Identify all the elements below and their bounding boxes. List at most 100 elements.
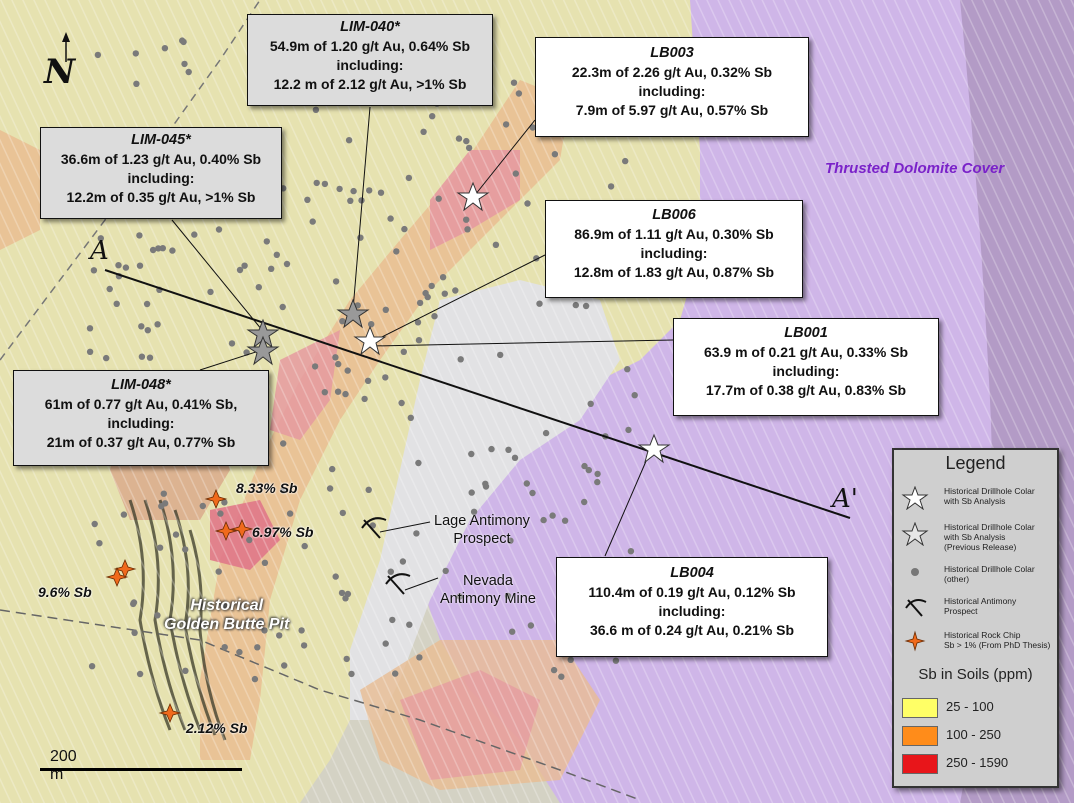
rock-chip-6-97-b <box>230 518 254 540</box>
drillhole-dot <box>587 400 594 407</box>
leader-lines <box>171 106 674 591</box>
drillhole-dot <box>122 264 130 271</box>
drillhole-dot <box>155 245 162 252</box>
drillhole-dot <box>497 351 504 359</box>
drillhole-dot <box>149 246 157 254</box>
drillhole-dot <box>368 321 375 328</box>
lage-prospect-line1: Lage Antimony <box>434 513 530 529</box>
drillhole-dot <box>468 450 475 458</box>
drillhole-dot <box>452 287 459 294</box>
swatch-250-1590 <box>902 754 938 774</box>
drillhole-dot <box>492 241 500 248</box>
drillhole-dot <box>457 356 464 363</box>
drillhole-dot <box>400 348 407 355</box>
drillhole-dot <box>156 544 164 551</box>
drillhole-dot <box>435 195 442 202</box>
drillhole-dot <box>572 301 579 309</box>
drillhole-dot <box>387 568 394 575</box>
callout-line: including: <box>336 57 404 73</box>
drillhole-dot <box>387 215 394 222</box>
drillhole-dot <box>507 537 514 544</box>
legend-text: Prospect <box>944 606 978 616</box>
drillhole-dot <box>96 540 103 547</box>
drillhole-dot <box>312 106 320 114</box>
drillhole-dot <box>482 480 489 487</box>
orange-star-icon <box>904 630 926 652</box>
drillhole-dot <box>236 648 243 656</box>
drillhole-dot <box>585 466 592 474</box>
drillhole-dot <box>524 200 531 207</box>
drillhole-dot <box>529 124 536 131</box>
drillhole-dot <box>389 616 396 624</box>
rock-chip-2-12 <box>158 702 182 724</box>
drillhole-dot <box>416 654 423 661</box>
drillhole-dot <box>511 454 519 461</box>
drillhole-lim040 <box>336 298 370 329</box>
callout-lb006: LB006 86.9m of 1.11 g/t Au, 0.30% Sb inc… <box>545 200 803 298</box>
legend-text: Historical Drillhole Colar <box>944 522 1035 532</box>
drillhole-dot <box>236 266 244 274</box>
drillhole-dot <box>414 319 422 326</box>
drillhole-dot <box>221 499 228 506</box>
drillhole-dot <box>350 187 357 195</box>
drillhole-dot <box>439 274 447 281</box>
rock-chip-8-33 <box>204 488 228 510</box>
drillhole-dot <box>321 389 328 396</box>
drillhole-dot <box>512 170 519 177</box>
drillhole-dot <box>311 363 319 370</box>
drillhole-dot <box>420 128 427 135</box>
drillhole-dot <box>382 640 389 647</box>
drillhole-dot <box>344 590 352 598</box>
drillhole-dot <box>405 174 413 182</box>
drillhole-lb004 <box>637 433 671 464</box>
chip-label-6-97: 6.97% Sb <box>252 524 314 540</box>
legend-text: Sb > 1% (From PhD Thesis) <box>944 640 1051 650</box>
drillhole-dot <box>309 218 316 225</box>
drillhole-dot <box>332 278 340 285</box>
drillhole-dot <box>582 302 590 310</box>
callout-title: LIM-045* <box>131 132 191 148</box>
drillhole-dot <box>255 284 262 291</box>
drillhole-dot <box>523 480 530 487</box>
callout-line: 7.9m of 5.97 g/t Au, 0.57% Sb <box>575 102 769 118</box>
drillhole-dot <box>567 656 574 663</box>
drillhole-dot <box>607 183 615 190</box>
drillhole-dot <box>332 573 339 580</box>
rock-chip-6-97-a <box>214 520 238 542</box>
drillhole-dot <box>215 226 223 233</box>
drillhole-dot <box>300 642 308 649</box>
drillhole-dot <box>622 157 629 165</box>
drillhole-dot <box>625 426 632 434</box>
drillhole-dot <box>624 366 631 373</box>
drillhole-dot <box>422 289 429 297</box>
drillhole-dot <box>279 303 286 311</box>
drillhole-dot <box>329 465 336 473</box>
drillhole-dot <box>180 38 187 46</box>
drillhole-dot <box>131 629 138 636</box>
callout-lb001: LB001 63.9 m of 0.21 g/t Au, 0.33% Sb in… <box>673 318 939 416</box>
drillhole-dot <box>529 489 536 497</box>
drillhole-dot <box>86 325 94 332</box>
drillhole-dot <box>97 235 105 242</box>
drillhole-dot <box>280 487 287 494</box>
drillhole-dot <box>181 60 188 68</box>
swatch-100-250 <box>902 726 938 746</box>
drillhole-dot <box>138 323 145 330</box>
callout-title: LB006 <box>652 207 696 223</box>
legend-text: with Sb Analysis <box>944 496 1006 506</box>
drillhole-dot <box>382 306 389 313</box>
callout-title: LB004 <box>670 565 714 581</box>
drillhole-colar-sb-stars <box>353 181 671 464</box>
drillhole-dot <box>88 663 96 670</box>
drillhole-dot <box>413 530 420 537</box>
drillhole-dot <box>515 90 523 97</box>
callout-line: 61m of 0.77 g/t Au, 0.41% Sb, <box>44 396 238 412</box>
drillhole-dot <box>263 238 270 245</box>
callout-title: LIM-040* <box>340 19 400 35</box>
callout-lim-045: LIM-045* 36.6m of 1.23 g/t Au, 0.40% Sb … <box>40 127 282 219</box>
drillhole-dot <box>268 265 275 272</box>
drillhole-dot <box>441 290 448 297</box>
drillhole-dot <box>509 628 516 635</box>
drillhole-dot <box>199 502 206 510</box>
callout-line: 36.6 m of 0.24 g/t Au, 0.21% Sb <box>589 622 795 638</box>
